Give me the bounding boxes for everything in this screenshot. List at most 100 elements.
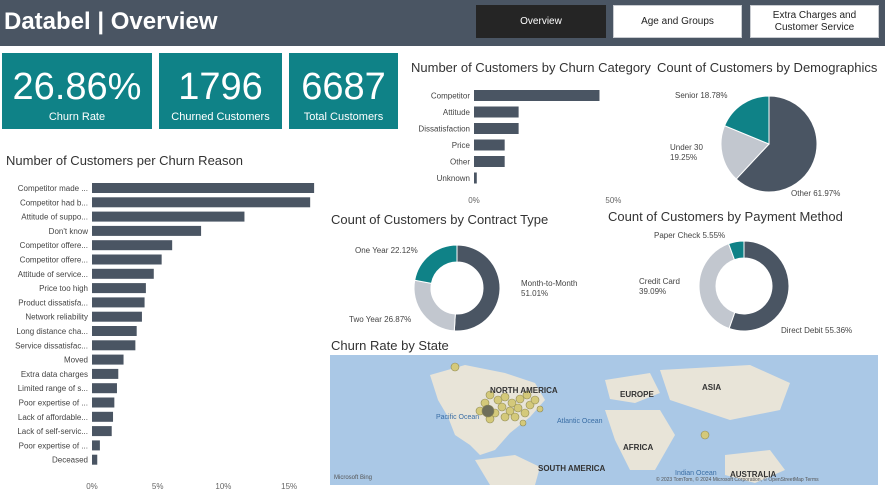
bar[interactable] (92, 283, 146, 294)
bar[interactable] (92, 340, 136, 351)
bar-category-label: Unknown (437, 174, 470, 183)
slice[interactable] (723, 95, 770, 145)
slice-data-label: Paper Check 5.55% (654, 231, 725, 240)
south-america-land (475, 455, 540, 485)
bar[interactable] (92, 383, 117, 394)
continent-label: NORTH AMERICA (490, 386, 558, 395)
bar-category-label: Poor expertise of ... (19, 441, 88, 450)
bar[interactable] (92, 326, 137, 336)
bar[interactable] (92, 368, 119, 379)
bar[interactable] (474, 172, 477, 184)
bar[interactable] (92, 225, 202, 236)
churn-reason-chart-title: Number of Customers per Churn Reason (6, 153, 243, 168)
bar-category-label: Competitor had b... (20, 198, 88, 207)
slice-data-label: Under 30 (670, 143, 703, 152)
bar[interactable] (92, 411, 114, 422)
slice-data-label: 51.01% (521, 289, 548, 298)
bar[interactable] (474, 139, 505, 151)
ocean-label: Pacific Ocean (436, 414, 479, 421)
x-tick-label: 15% (281, 482, 297, 490)
bar-category-label: Extra data charges (21, 370, 88, 379)
slice[interactable] (413, 279, 456, 332)
slice-data-label: Other 61.97% (791, 189, 840, 198)
bar[interactable] (92, 183, 315, 193)
continent-label: SOUTH AMERICA (538, 464, 605, 473)
payment-chart-title: Count of Customers by Payment Method (608, 209, 843, 224)
ocean-label: Atlantic Ocean (557, 418, 603, 425)
slice-data-label: 39.09% (639, 287, 666, 296)
slice[interactable] (698, 243, 736, 330)
bar[interactable] (474, 156, 505, 167)
bar-category-label: Attitude (443, 108, 471, 117)
churn-category-chart: Competitor Attitude Dissatisfaction Price Ot… (418, 90, 621, 204)
bar[interactable] (92, 268, 154, 279)
slice[interactable] (727, 240, 745, 261)
europe-land (605, 373, 660, 403)
slice-data-label: Direct Debit 55.36% (781, 326, 852, 335)
bar-category-label: Deceased (52, 456, 88, 465)
slice-data-label: 19.25% (670, 153, 697, 162)
slice[interactable] (728, 240, 790, 332)
continent-label: ASIA (702, 383, 721, 392)
slice[interactable] (720, 125, 770, 180)
page-title: Databel | Overview (4, 8, 218, 35)
slice-data-label: One Year 22.12% (355, 246, 418, 255)
bar-category-label: Service dissatisfac... (15, 341, 88, 350)
bar[interactable] (92, 211, 245, 222)
bar[interactable] (92, 197, 311, 208)
slice-data-label: Two Year 26.87% (349, 315, 411, 324)
bar-category-label: Limited range of s... (18, 384, 88, 393)
bar[interactable] (92, 397, 115, 408)
map-canvas: NORTH AMERICA EUROPE ASIA AFRICA SOUTH A… (334, 362, 819, 485)
continent-label: EUROPE (620, 390, 654, 399)
bar[interactable] (92, 354, 124, 365)
churn-reason-chart: Competitor made ... Competitor had b... At… (15, 183, 315, 490)
demographics-chart-title: Count of Customers by Demographics (657, 60, 878, 75)
africa-land (605, 410, 675, 470)
bar-category-label: Competitor (431, 92, 470, 101)
contract-chart-title: Count of Customers by Contract Type (331, 212, 549, 227)
kpi-label: Churn Rate (48, 111, 106, 123)
bar[interactable] (92, 254, 162, 265)
bar-category-label: Price too high (39, 284, 88, 293)
churn-category-chart-title: Number of Customers by Churn Category (411, 60, 651, 75)
kpi-total-customers: 6687 Total Customers (289, 53, 398, 129)
churn-rate-map[interactable]: NORTH AMERICA EUROPE ASIA AFRICA SOUTH A… (330, 355, 878, 485)
state-bubbles[interactable] (450, 362, 710, 440)
nav-extra-charges-button[interactable]: Extra Charges and Customer Service (750, 5, 879, 38)
bar-category-label: Lack of affordable... (18, 413, 88, 422)
bar[interactable] (474, 90, 600, 101)
x-tick-label: 5% (152, 482, 164, 490)
ocean-label: Indian Ocean (675, 470, 717, 477)
bar-category-label: Moved (64, 356, 88, 365)
slice[interactable] (453, 244, 501, 332)
continent-label: AUSTRALIA (730, 470, 776, 479)
bar[interactable] (92, 240, 173, 251)
bar[interactable] (92, 297, 145, 308)
nav-overview-button[interactable]: Overview (476, 5, 606, 38)
kpi-value: 26.86% (12, 66, 142, 108)
x-tick-label: 0% (468, 196, 480, 204)
bar-category-label: Price (452, 141, 471, 150)
slice-data-label: Month-to-Month (521, 279, 577, 288)
bar-category-label: Don't know (49, 227, 89, 236)
bar-category-label: Poor expertise of ... (19, 399, 88, 408)
slice[interactable] (414, 244, 458, 284)
nav-age-groups-button[interactable]: Age and Groups (613, 5, 742, 38)
slice[interactable] (735, 95, 818, 193)
bar[interactable] (92, 426, 112, 437)
bar[interactable] (474, 123, 519, 134)
slice-data-label: Credit Card (639, 277, 680, 286)
bar[interactable] (474, 106, 519, 118)
bar[interactable] (92, 454, 98, 465)
map-brand-logo: Microsoft Bing (334, 475, 372, 481)
bar[interactable] (92, 440, 100, 451)
x-tick-label: 50% (605, 196, 621, 204)
bar-category-label: Competitor offere... (20, 241, 88, 250)
slice-data-label: Senior 18.78% (675, 91, 727, 100)
asia-land (660, 365, 790, 420)
bar[interactable] (92, 311, 142, 322)
x-tick-label: 10% (215, 482, 231, 490)
